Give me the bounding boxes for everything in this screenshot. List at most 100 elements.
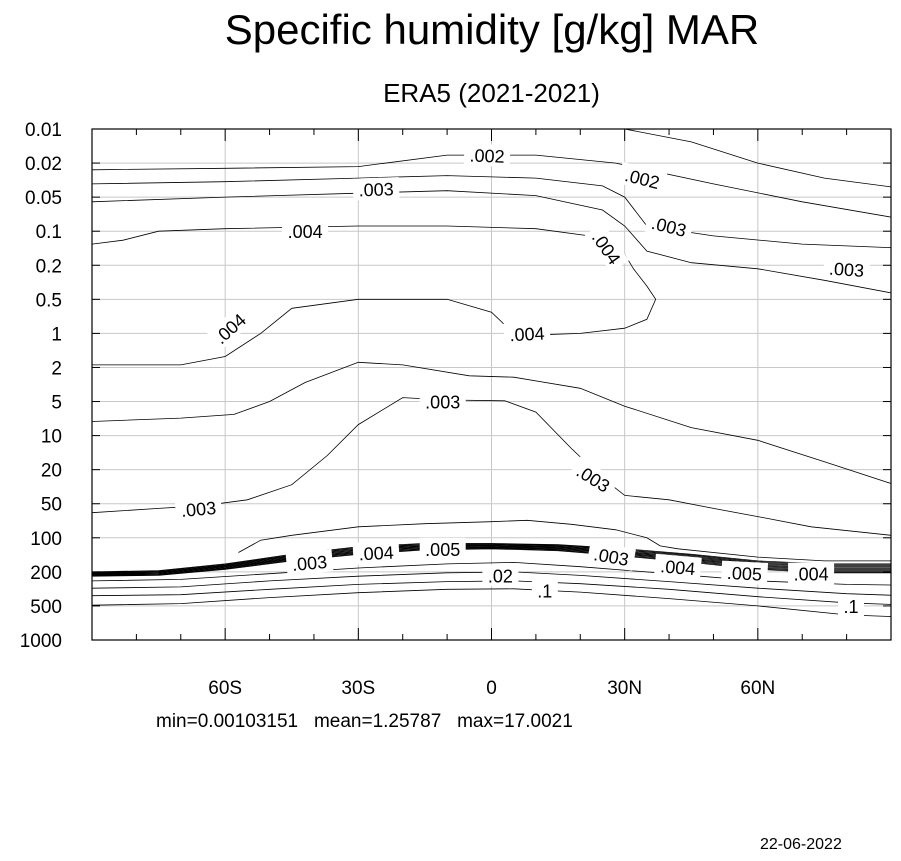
y-tick-label: 10 — [41, 427, 62, 448]
contour-label: .003 — [822, 256, 871, 282]
stats-line: min=0.00103151 mean=1.25787 max=17.0021 — [156, 711, 573, 733]
contour-label-text: .003 — [358, 179, 394, 200]
y-tick-label: 0.2 — [36, 256, 62, 277]
contour-label-halo — [720, 560, 769, 585]
y-tick-label: 20 — [41, 461, 62, 482]
contour-label: .02 — [482, 564, 519, 587]
contour-label-halo — [788, 562, 835, 585]
stats-min-label: min= — [156, 711, 198, 732]
contour-label-halo — [174, 495, 223, 522]
contour-label-halo — [282, 220, 329, 243]
y-tick-label: 5 — [51, 393, 62, 414]
contour-label-text: .004 — [509, 323, 545, 345]
contour-line — [624, 128, 892, 188]
y-tick-label: 100 — [30, 529, 62, 550]
contour-label: .002 — [617, 161, 668, 195]
contour-label: .004 — [654, 553, 702, 580]
contour-label: .003 — [586, 541, 636, 571]
contour-label-text: .1 — [843, 597, 858, 617]
contour-label-halo — [503, 321, 551, 346]
stats-mean: 1.25787 — [372, 711, 442, 732]
contour-label-text: .1 — [537, 582, 552, 602]
date-stamp: 22-06-2022 — [760, 836, 842, 853]
contour-label-halo — [419, 390, 466, 413]
contour-line — [91, 588, 892, 617]
contour-label-text: .003 — [180, 498, 217, 521]
contour-label-halo — [463, 143, 511, 167]
contour-label-text: .004 — [659, 556, 696, 579]
contour-line — [91, 561, 892, 586]
contour-line — [91, 175, 892, 249]
contour-label: .1 — [531, 579, 558, 602]
y-tick-label: 0.02 — [25, 154, 62, 175]
stats-min: 0.00103151 — [197, 711, 299, 732]
contour-label: .003 — [644, 209, 695, 243]
contour-line — [91, 543, 891, 573]
contour-line — [91, 397, 892, 536]
contour-label-halo — [205, 304, 255, 352]
y-tick-label: 2 — [51, 358, 62, 379]
y-tick-label: 0.01 — [25, 120, 62, 141]
contour-label: .003 — [419, 390, 466, 413]
y-tick-label: 50 — [41, 495, 62, 516]
contour-label-text: .02 — [488, 566, 513, 586]
y-tick-label: 0.1 — [36, 222, 62, 243]
contour-line — [238, 519, 891, 562]
contour-label-text: .002 — [623, 165, 662, 193]
contour-label: .1 — [838, 594, 864, 617]
contour-label-halo — [482, 564, 519, 587]
contour-label: .004 — [503, 321, 551, 346]
y-tick-label: 200 — [30, 563, 62, 584]
x-tick-label: 60S — [208, 678, 242, 699]
contour-label-text: .003 — [425, 393, 460, 413]
contour-label: .004 — [352, 540, 400, 565]
contour-label: .005 — [419, 537, 466, 560]
stats-max: 17.0021 — [504, 711, 573, 732]
contour-label-text: .003 — [291, 552, 328, 575]
contour-line — [92, 298, 514, 366]
contour-label: .003 — [174, 495, 223, 522]
contour-label: .004 — [205, 304, 255, 352]
contour-label-text: .004 — [288, 222, 323, 242]
contour-label: .004 — [788, 562, 835, 585]
contour-label-halo — [285, 549, 334, 576]
contour-label-halo — [654, 553, 702, 580]
contour-line — [91, 225, 657, 337]
contour-label-text: .005 — [425, 540, 460, 560]
chart-subtitle: ERA5 (2021-2021) — [383, 78, 600, 108]
contour-label-halo — [644, 209, 695, 243]
contour-label: .002 — [463, 143, 511, 167]
contour-label-text: .004 — [358, 543, 394, 565]
contour-label-text: .004 — [794, 565, 829, 585]
contour-label: .003 — [352, 177, 400, 201]
y-tick-label: 1000 — [20, 631, 62, 652]
contour-label-halo — [822, 256, 871, 282]
x-tick-label: 60N — [740, 678, 775, 699]
contour-label: .005 — [720, 560, 769, 585]
chart-title: Specific humidity [g/kg] MAR — [224, 6, 760, 53]
contour-line — [91, 361, 892, 484]
contour-label: .003 — [285, 549, 334, 576]
contour-label-halo — [352, 177, 400, 201]
x-tick-label: 0 — [486, 678, 497, 699]
contour-label-halo — [838, 594, 864, 617]
contour-line — [91, 154, 892, 218]
y-tick-label: 1 — [51, 324, 62, 345]
contour-line — [91, 543, 891, 573]
contour-label-halo — [531, 579, 558, 602]
y-tick-label: 0.05 — [25, 188, 62, 209]
contour-label-halo — [617, 161, 668, 195]
x-tick-label: 30N — [607, 678, 642, 699]
y-tick-label: 500 — [30, 597, 62, 618]
axis-ticks: 0.010.020.050.10.20.51251020501002005001… — [20, 120, 891, 699]
contour-line — [91, 190, 892, 294]
contour-label-halo — [586, 541, 636, 571]
contour-label-halo — [419, 537, 466, 560]
contour-label-halo — [584, 222, 630, 273]
contour-label-halo — [352, 540, 400, 565]
contour-label-halo — [568, 456, 619, 500]
contour-label: .003 — [568, 456, 619, 500]
stats-max-label: max= — [441, 711, 505, 732]
contour-label-text: .003 — [828, 259, 864, 281]
